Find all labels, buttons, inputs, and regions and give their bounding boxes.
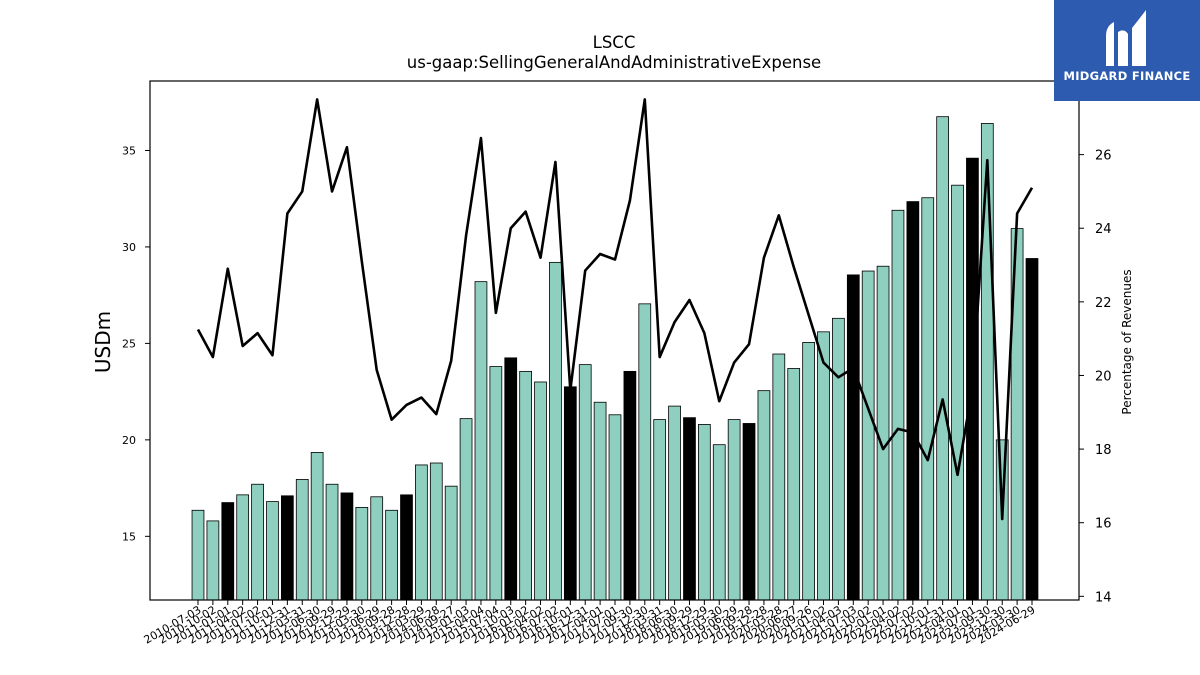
y-axis-left: 15 20 25 30 35 bbox=[122, 144, 150, 543]
bar bbox=[638, 303, 652, 601]
bar bbox=[325, 483, 339, 601]
y2-tick-label: 24 bbox=[1095, 222, 1112, 237]
chart-title: LSCC bbox=[593, 33, 636, 52]
y-tick-label: 35 bbox=[122, 144, 136, 157]
bar bbox=[802, 342, 815, 601]
x-axis: 2010-07-032010-10-022011-01-012011-04-02… bbox=[142, 600, 1038, 647]
bar bbox=[280, 495, 294, 601]
chart-subtitle: us-gaap:SellingGeneralAndAdministrativeE… bbox=[407, 53, 821, 72]
y2-tick-label: 16 bbox=[1095, 517, 1112, 532]
bar bbox=[936, 116, 950, 601]
bar bbox=[683, 417, 696, 601]
bar bbox=[459, 418, 473, 601]
bar bbox=[1025, 258, 1039, 601]
y-axis-label: USDm bbox=[91, 311, 115, 373]
bar bbox=[876, 265, 890, 601]
bar bbox=[846, 274, 860, 601]
bar bbox=[563, 386, 577, 601]
y-tick-label: 15 bbox=[122, 530, 136, 543]
y-tick-label: 30 bbox=[122, 241, 136, 254]
bar bbox=[266, 501, 279, 601]
bar bbox=[951, 184, 964, 601]
bar bbox=[698, 424, 711, 601]
bar bbox=[980, 123, 994, 601]
bar bbox=[206, 520, 220, 601]
y-axis-right: 14 16 18 20 22 24 26 bbox=[1079, 149, 1112, 605]
bar bbox=[906, 201, 920, 601]
bar bbox=[370, 496, 384, 601]
bar bbox=[474, 281, 488, 601]
bar bbox=[489, 366, 503, 601]
logo-text: MIDGARD FINANCE bbox=[1063, 69, 1191, 83]
y2-tick-label: 20 bbox=[1095, 369, 1112, 384]
bar bbox=[295, 479, 309, 601]
bar bbox=[578, 364, 592, 601]
bar bbox=[861, 270, 875, 601]
bar bbox=[415, 464, 428, 601]
bar bbox=[921, 197, 935, 601]
brand-logo: MIDGARD FINANCE bbox=[1054, 0, 1200, 101]
bar bbox=[251, 483, 264, 601]
bar bbox=[310, 451, 324, 601]
bar bbox=[757, 390, 771, 601]
bar bbox=[549, 261, 562, 601]
bar bbox=[236, 494, 250, 601]
bar bbox=[772, 353, 786, 601]
y2-tick-label: 18 bbox=[1095, 443, 1112, 458]
bar bbox=[832, 317, 845, 601]
bar bbox=[891, 209, 905, 601]
bar bbox=[429, 462, 443, 601]
bar bbox=[817, 331, 830, 601]
y2-axis-label: Percentage of Revenues bbox=[1120, 269, 1134, 414]
y2-tick-label: 26 bbox=[1095, 149, 1112, 164]
bar bbox=[444, 485, 458, 601]
bar bbox=[593, 401, 607, 601]
bar-group bbox=[191, 116, 1039, 601]
bar bbox=[221, 502, 235, 601]
bar bbox=[534, 381, 547, 601]
y-tick-label: 25 bbox=[122, 337, 136, 350]
bar bbox=[385, 509, 398, 601]
bar bbox=[400, 494, 413, 601]
percentage-line bbox=[196, 98, 1034, 521]
y2-tick-label: 14 bbox=[1095, 590, 1112, 605]
bar bbox=[340, 492, 354, 601]
bar bbox=[727, 419, 741, 601]
bar bbox=[608, 414, 622, 601]
bar bbox=[787, 368, 801, 601]
bar bbox=[668, 405, 681, 601]
bar bbox=[742, 423, 756, 601]
y-tick-label: 20 bbox=[122, 434, 136, 447]
bar bbox=[504, 357, 518, 601]
bar bbox=[712, 444, 726, 601]
y2-tick-label: 22 bbox=[1095, 296, 1112, 311]
logo-mark-icon bbox=[1106, 10, 1146, 66]
bar bbox=[623, 370, 637, 601]
bar bbox=[355, 506, 369, 601]
bar bbox=[653, 419, 667, 601]
bar bbox=[191, 509, 205, 601]
bar bbox=[519, 370, 533, 601]
